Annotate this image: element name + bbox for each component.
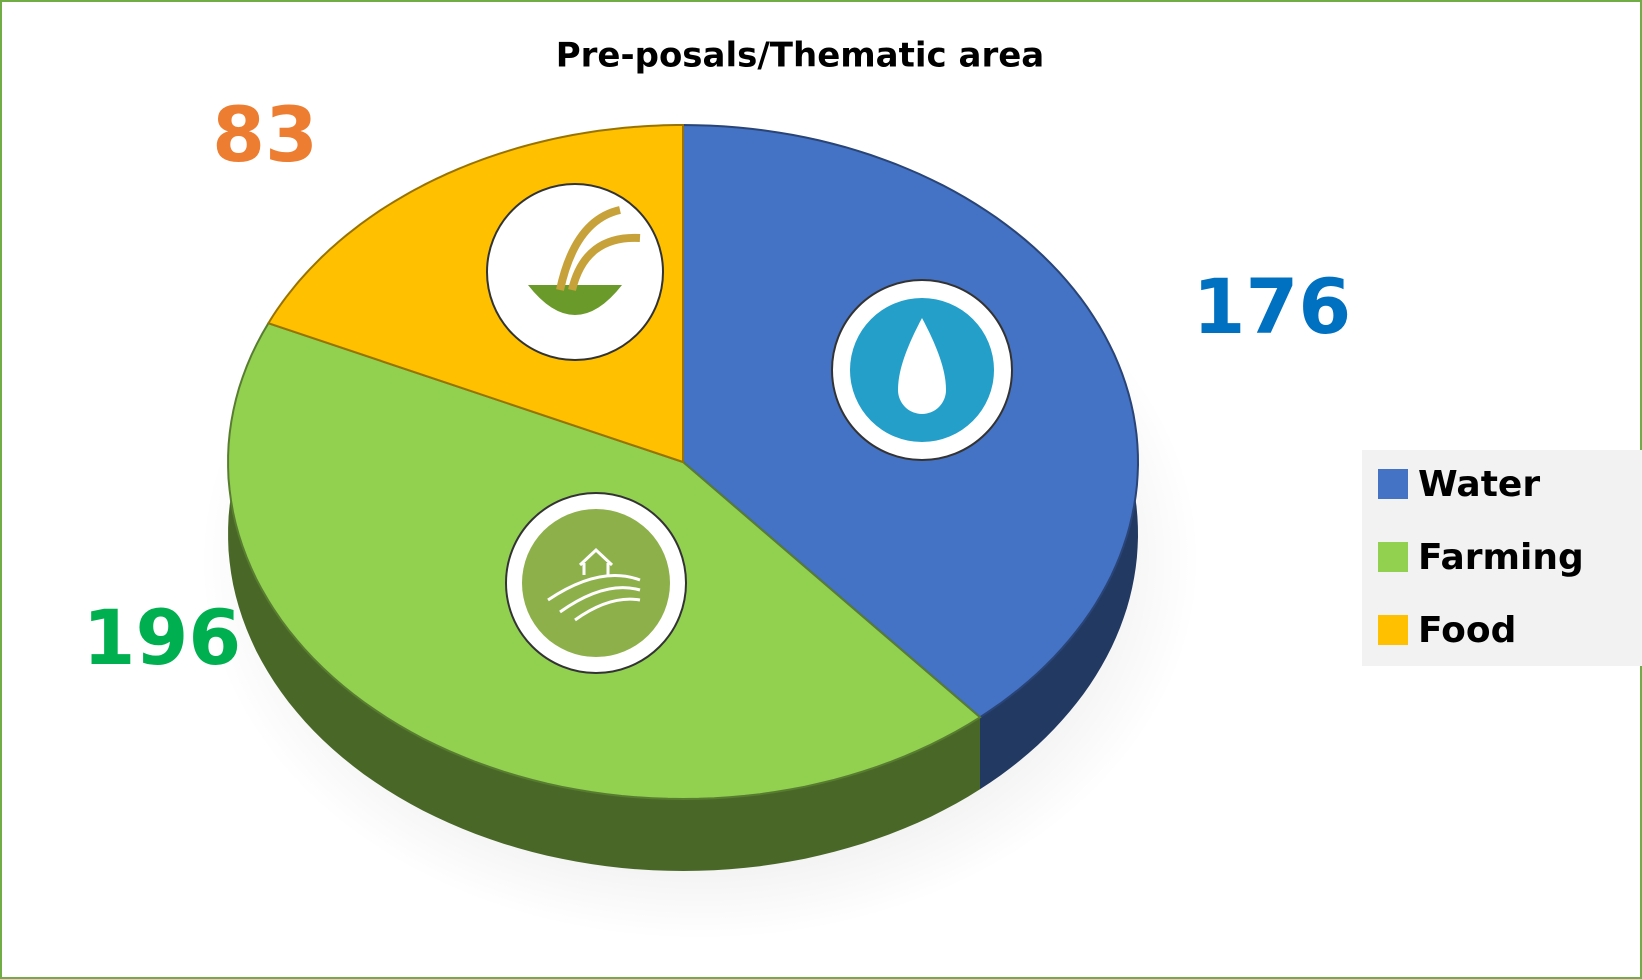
legend: Water Farming Food: [1378, 464, 1584, 651]
value-label: 196: [83, 593, 242, 682]
chart-title: Pre-posals/Thematic area: [556, 36, 1044, 76]
legend-label: Farming: [1418, 537, 1584, 578]
legend-swatch: [1378, 615, 1408, 645]
pie: [227, 123, 1140, 871]
value-label: 83: [212, 90, 318, 179]
slice-side: [228, 323, 981, 871]
farm-icon: [522, 509, 670, 657]
food-wheat: [556, 206, 641, 291]
legend-swatch: [1378, 542, 1408, 572]
value-label: 176: [1193, 262, 1352, 351]
water-drop: [898, 318, 946, 414]
icons: [486, 183, 1013, 674]
value-labels: 176 196 83: [83, 90, 1352, 682]
farm-lines: [547, 547, 641, 622]
legend-label: Food: [1418, 610, 1516, 651]
legend-label: Water: [1418, 464, 1540, 505]
legend-swatch: [1378, 469, 1408, 499]
food-bowl: [528, 285, 622, 315]
legend-box: [1362, 450, 1642, 666]
